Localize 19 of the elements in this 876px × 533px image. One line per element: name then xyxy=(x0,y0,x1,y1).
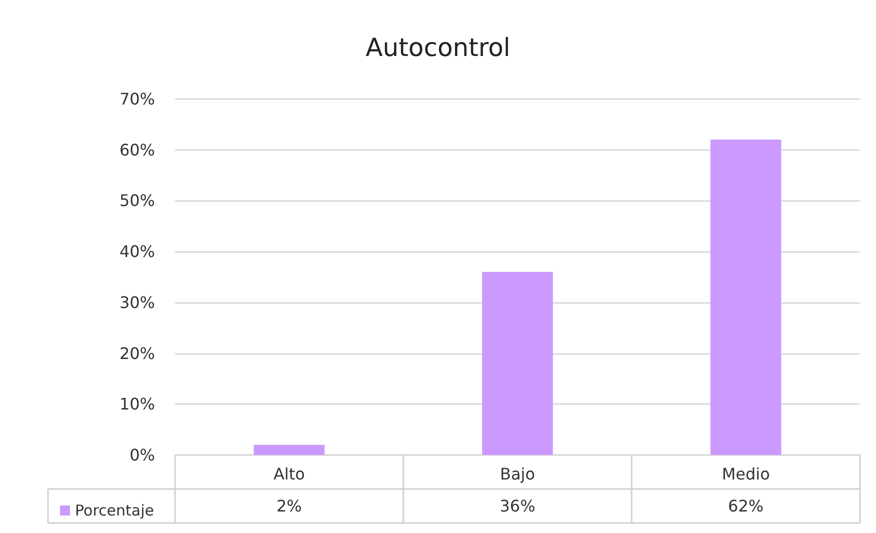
y-tick-label: 40% xyxy=(119,242,155,262)
x-tick-label: Medio xyxy=(722,464,770,484)
y-tick-label: 10% xyxy=(119,394,155,414)
y-tick-label: 60% xyxy=(119,140,155,160)
chart-title: Autocontrol xyxy=(366,33,510,62)
y-tick-label: 30% xyxy=(119,292,155,312)
y-tick-label: 70% xyxy=(119,90,155,108)
bar xyxy=(710,140,782,455)
data-label: 36% xyxy=(500,496,536,516)
bar xyxy=(482,272,553,455)
x-tick-label: Bajo xyxy=(500,464,536,484)
data-label: 2% xyxy=(276,496,302,516)
data-label: 62% xyxy=(728,496,764,516)
legend-label: Porcentaje xyxy=(75,502,154,520)
bar xyxy=(254,444,325,455)
y-tick-label: 50% xyxy=(119,191,155,210)
x-tick-label: Alto xyxy=(273,464,305,484)
y-tick-label: 0% xyxy=(130,446,155,464)
y-tick-label: 20% xyxy=(119,344,155,363)
